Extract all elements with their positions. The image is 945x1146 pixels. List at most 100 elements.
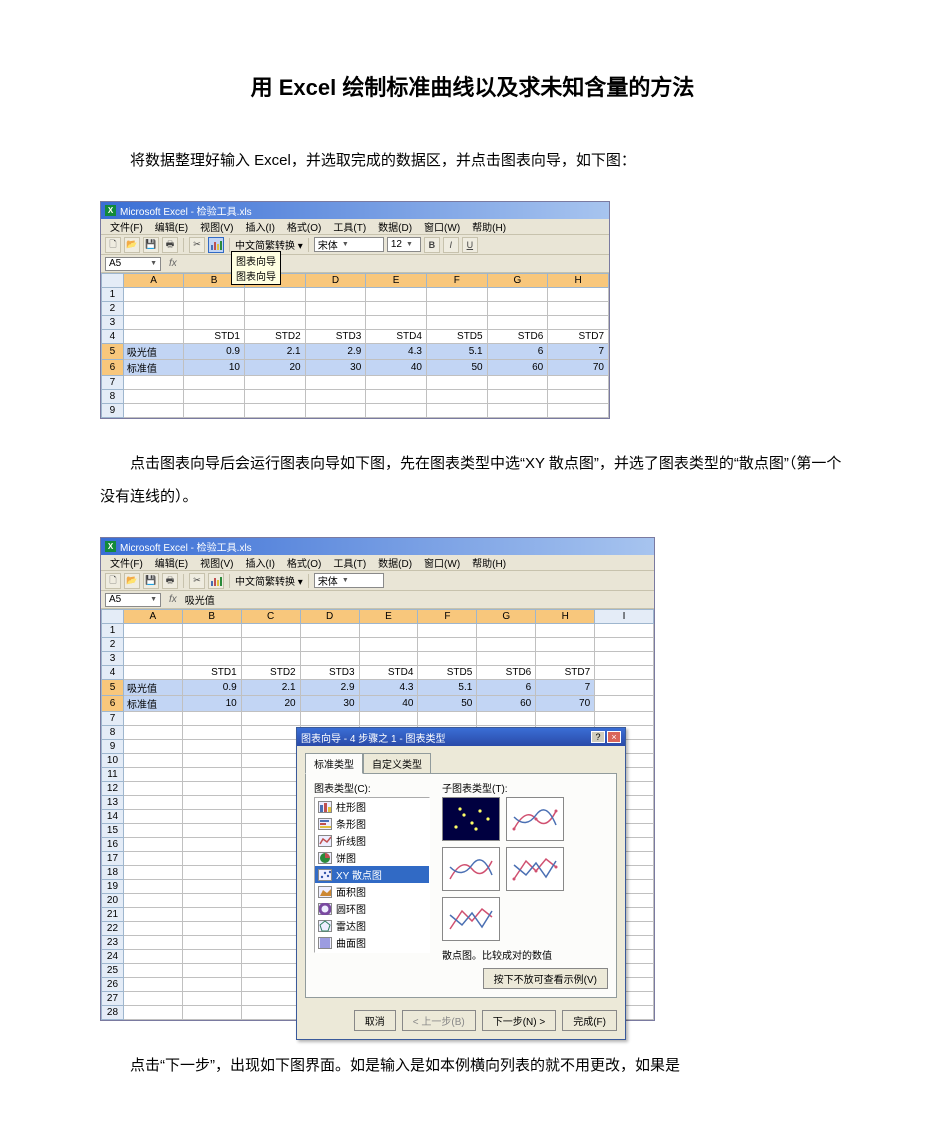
cell[interactable] [595,666,654,680]
cell[interactable] [241,866,300,880]
chart-type-item[interactable]: 雷达图 [315,917,429,934]
menu-item[interactable]: 数据(D) [373,555,417,570]
row-header[interactable]: 26 [102,978,124,992]
cell[interactable]: STD7 [548,330,609,344]
row-header[interactable]: 7 [102,712,124,726]
cell[interactable] [241,754,300,768]
cell[interactable] [182,768,241,782]
row-header[interactable]: 10 [102,754,124,768]
cell[interactable] [123,666,182,680]
cell[interactable]: 2.9 [300,680,359,696]
cell[interactable] [123,316,183,330]
menu-bar[interactable]: 文件(F)编辑(E)视图(V)插入(I)格式(O)工具(T)数据(D)窗口(W)… [101,555,654,571]
cell[interactable] [241,782,300,796]
cell[interactable] [123,288,183,302]
cell[interactable] [305,288,366,302]
cell[interactable] [244,302,305,316]
row-header[interactable]: 22 [102,922,124,936]
row-header[interactable]: 13 [102,796,124,810]
cell[interactable] [123,866,182,880]
chart-type-item[interactable]: 气泡图 [315,951,429,953]
cell[interactable]: 40 [366,360,427,376]
chart-type-item[interactable]: 条形图 [315,815,429,832]
cell[interactable] [366,390,427,404]
row-header[interactable]: 28 [102,1006,124,1020]
cell[interactable] [366,302,427,316]
cell[interactable] [123,638,182,652]
cell[interactable] [305,316,366,330]
cell[interactable] [241,1006,300,1020]
chart-type-item[interactable]: 柱形图 [315,798,429,815]
chart-wizard-button[interactable] [208,237,224,253]
cell[interactable] [366,404,427,418]
cell[interactable] [182,624,241,638]
cell[interactable] [182,1006,241,1020]
row-header[interactable]: 27 [102,992,124,1006]
cell[interactable] [548,404,609,418]
cell[interactable] [487,316,548,330]
cell[interactable] [123,852,182,866]
cell[interactable] [426,288,487,302]
row-header[interactable]: 15 [102,824,124,838]
chart-subtype-grid[interactable] [442,797,608,941]
cell[interactable] [182,978,241,992]
row-header[interactable]: 6 [102,360,124,376]
row-header[interactable]: 5 [102,344,124,360]
dialog-button[interactable]: 取消 [354,1010,396,1031]
cell[interactable]: 20 [244,360,305,376]
cell[interactable] [548,390,609,404]
cell[interactable] [244,316,305,330]
cell[interactable] [182,838,241,852]
row-header[interactable]: 8 [102,390,124,404]
menu-item[interactable]: 插入(I) [240,219,279,234]
cell[interactable] [244,288,305,302]
column-header[interactable]: G [487,274,548,288]
cell[interactable] [184,390,245,404]
cell[interactable] [123,712,182,726]
row-header[interactable]: 25 [102,964,124,978]
fx-icon[interactable]: fx [169,594,177,605]
new-icon[interactable]: 🗋 [105,573,121,589]
cell[interactable] [548,316,609,330]
bold-icon[interactable]: B [424,237,440,253]
cell[interactable] [182,936,241,950]
row-header[interactable]: 18 [102,866,124,880]
cell[interactable] [426,376,487,390]
cell[interactable]: 4.3 [359,680,418,696]
column-header[interactable]: G [477,610,536,624]
worksheet-grid[interactable]: ABCDEFGHI1234STD1STD2STD3STD4STD5STD6STD… [101,609,654,1020]
font-size-dropdown[interactable]: 12▼ [387,237,421,252]
cell[interactable] [123,376,183,390]
cell[interactable] [548,302,609,316]
cell[interactable]: STD4 [359,666,418,680]
row-header[interactable]: 8 [102,726,124,740]
cell[interactable]: STD6 [487,330,548,344]
cell[interactable] [241,712,300,726]
menu-item[interactable]: 工具(T) [328,219,371,234]
cell[interactable] [182,922,241,936]
row-header[interactable]: 20 [102,894,124,908]
cell[interactable] [182,796,241,810]
menu-item[interactable]: 工具(T) [328,555,371,570]
cell[interactable]: 60 [477,696,536,712]
cell[interactable] [241,824,300,838]
cell[interactable] [536,712,595,726]
chart-type-item[interactable]: XY 散点图 [315,866,429,883]
cell[interactable] [123,330,183,344]
cell[interactable] [123,824,182,838]
cut-icon[interactable]: ✂ [189,237,205,253]
chart-type-item[interactable]: 折线图 [315,832,429,849]
dialog-button[interactable]: 下一步(N) > [482,1010,557,1031]
cell[interactable] [366,288,427,302]
cell[interactable] [477,624,536,638]
help-icon[interactable]: ? [591,731,605,743]
cell[interactable]: 7 [548,344,609,360]
row-header[interactable]: 4 [102,666,124,680]
chart-type-item[interactable]: 圆环图 [315,900,429,917]
cell[interactable]: STD2 [241,666,300,680]
cell[interactable] [244,390,305,404]
cell[interactable] [123,950,182,964]
menu-bar[interactable]: 文件(F)编辑(E)视图(V)插入(I)格式(O)工具(T)数据(D)窗口(W)… [101,219,609,235]
standard-toolbar[interactable]: 🗋 📂 💾 🖶 ✂ 中文简繁转换 ▾ 宋体▼ [101,571,654,591]
standard-toolbar[interactable]: 🗋 📂 💾 🖶 ✂ 中文简繁转换 ▾ 宋体▼ 12▼ B I U [101,235,609,255]
